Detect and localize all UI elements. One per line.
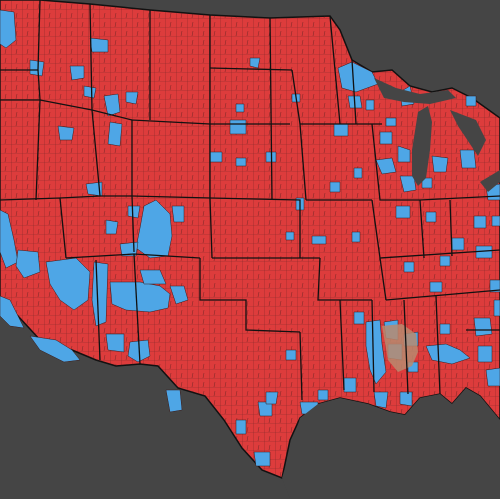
county-blue [69, 65, 85, 81]
county-blue [429, 281, 443, 293]
county-blue [395, 205, 411, 219]
county-blue [125, 91, 139, 105]
county-blue [343, 377, 357, 393]
county-blue [285, 231, 295, 241]
county-blue [425, 343, 471, 365]
county-blue [375, 157, 397, 175]
mississippi-delta-region [382, 324, 418, 372]
county-blue [45, 257, 91, 311]
county-blue [0, 295, 25, 329]
state-borders [0, 0, 500, 401]
county-blue [235, 103, 245, 113]
county-blue [399, 391, 413, 407]
county-blue [333, 123, 349, 137]
county-blue [353, 311, 365, 325]
county-blue [421, 177, 433, 189]
county-blue [229, 119, 247, 135]
county-blue [439, 323, 451, 335]
county-blue [105, 333, 125, 353]
county-blue [91, 261, 109, 327]
great-lakes [282, 78, 500, 499]
county-blue [353, 167, 363, 179]
county-blue [105, 219, 119, 235]
county-blue [29, 335, 81, 363]
county-blue [451, 237, 465, 251]
county-blue [57, 125, 75, 141]
county-blue [235, 419, 247, 435]
county-blue [473, 215, 487, 229]
county-blue [439, 255, 451, 267]
county-blue [403, 261, 415, 273]
county-blue [253, 451, 271, 467]
gulf-coast-water [282, 388, 500, 499]
county-blue [171, 205, 185, 223]
county-blue [485, 367, 500, 387]
county-blue [29, 59, 45, 77]
county-blue [465, 95, 477, 107]
county-blue [493, 299, 500, 317]
county-blue [379, 131, 393, 145]
lake-michigan [412, 106, 432, 186]
county-blue [431, 155, 449, 173]
county-blue [317, 389, 329, 401]
county-blue [139, 269, 167, 285]
county-blue [475, 245, 493, 259]
county-blue [127, 205, 141, 219]
county-blue [425, 211, 437, 223]
county-blue [83, 85, 97, 99]
county-blue [89, 37, 109, 53]
county-blue [329, 181, 341, 193]
county-blue [15, 249, 41, 279]
county-blue [235, 157, 247, 167]
county-blue [399, 175, 417, 193]
lake-huron [450, 110, 486, 156]
county-blue [473, 317, 493, 337]
county-blue [491, 215, 500, 227]
county-blue [373, 391, 389, 409]
county-blue [351, 231, 361, 243]
county-blue [249, 57, 261, 69]
county-blue [265, 391, 279, 405]
county-blue [397, 145, 411, 163]
county-blue [489, 279, 500, 293]
lake-erie [480, 170, 500, 192]
county-blue [0, 9, 17, 49]
county-blue [365, 319, 387, 385]
lake-superior [374, 78, 456, 104]
county-blue [285, 349, 297, 361]
county-blue [365, 99, 375, 111]
county-blue [459, 149, 477, 169]
county-blue [169, 285, 189, 305]
county-blue [311, 235, 327, 245]
county-blue [107, 121, 123, 147]
county-blue [209, 151, 223, 163]
county-blue [477, 345, 493, 363]
county-blue [385, 117, 397, 127]
county-blue [103, 93, 121, 117]
county-blue [165, 389, 183, 413]
